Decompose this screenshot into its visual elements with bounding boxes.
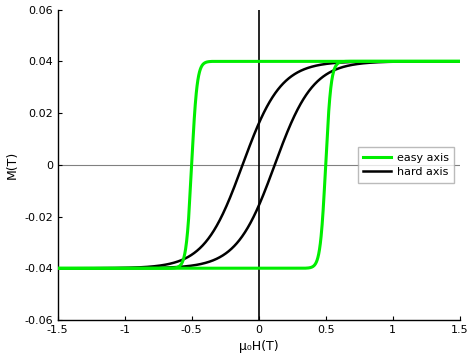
easy axis	[457, 59, 463, 64]
Y-axis label: M(T): M(T)	[6, 151, 18, 179]
X-axis label: μ₀H(T): μ₀H(T)	[239, 340, 279, 354]
easy axis	[87, 266, 93, 270]
easy axis	[66, 266, 72, 270]
easy axis	[66, 266, 72, 270]
Legend: easy axis, hard axis: easy axis, hard axis	[357, 147, 454, 183]
easy axis	[272, 59, 278, 64]
Line: easy axis: easy axis	[58, 61, 460, 268]
easy axis	[55, 266, 61, 270]
easy axis	[261, 59, 267, 64]
easy axis	[436, 59, 442, 64]
easy axis	[140, 266, 146, 270]
